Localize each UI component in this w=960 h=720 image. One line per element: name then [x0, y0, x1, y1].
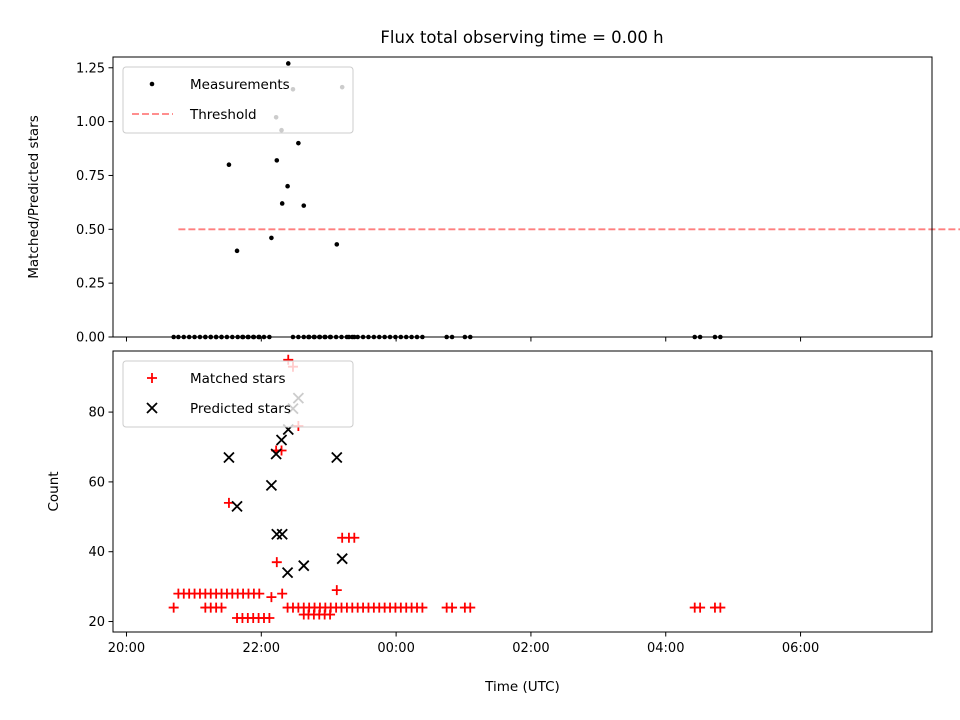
legend-label: Measurements	[190, 77, 290, 93]
matched-star-point	[349, 532, 360, 543]
measurement-point	[279, 201, 285, 206]
matched-star-point	[325, 609, 336, 620]
plot-frame	[112, 350, 933, 633]
predicted-star-point	[276, 528, 288, 540]
legend-marker-predicted	[146, 402, 158, 414]
matched-star-point	[276, 445, 287, 456]
x-tick-label: 02:00	[512, 641, 549, 656]
matched-star-point	[331, 585, 342, 596]
matched-star-point	[277, 588, 288, 599]
y-tick-label: 0.50	[76, 223, 105, 238]
legend: Matched stars Predicted stars	[122, 360, 354, 428]
x-axis-label: Time (UTC)	[484, 679, 560, 695]
predicted-star-point	[231, 500, 243, 512]
predicted-star-point	[336, 553, 348, 565]
matched-star-point	[271, 557, 282, 568]
y-axis-label: Count	[46, 471, 62, 511]
predicted-star-point	[270, 448, 282, 460]
y-tick-label: 80	[88, 406, 105, 421]
legend-label: Threshold	[189, 107, 257, 123]
predicted-star-point	[298, 560, 310, 572]
y-tick-label: 20	[88, 615, 105, 630]
chart-title: Flux total observing time = 0.00 h	[380, 28, 663, 47]
x-tick-label: 22:00	[243, 641, 280, 656]
measurement-point	[285, 183, 290, 189]
y-tick-label: 60	[88, 475, 105, 490]
y-tick-label: 40	[88, 545, 105, 560]
y-tick-label: 1.00	[76, 115, 105, 130]
predicted-star-point	[331, 451, 343, 464]
x-tick-label: 04:00	[647, 641, 684, 656]
measurement-point	[301, 203, 307, 208]
matched-star-point	[447, 602, 458, 613]
legend-box	[122, 66, 354, 134]
predicted-star-point	[275, 434, 288, 446]
predicted-star-point	[223, 451, 235, 464]
legend: Measurements Threshold	[122, 66, 354, 134]
matched-star-point	[254, 588, 265, 599]
matched-star-point	[264, 613, 275, 624]
y-tick-label: 0.00	[76, 331, 105, 346]
legend-marker-matched	[147, 373, 157, 383]
y-tick-label: 1.25	[76, 61, 105, 76]
y-axis-label: Matched/Predicted stars	[26, 115, 42, 278]
series-matched-stars	[168, 354, 726, 624]
measurement-point	[334, 242, 340, 247]
x-tick-label: 00:00	[377, 641, 414, 656]
matched-star-point	[168, 602, 179, 613]
legend-label: Predicted stars	[190, 401, 291, 417]
measurement-point	[274, 158, 280, 163]
predicted-star-point	[265, 479, 278, 492]
measurement-point	[226, 162, 232, 167]
legend-box	[122, 360, 354, 428]
legend-marker-measurements	[149, 81, 155, 87]
top-panel: 0.00 0.25 0.50 0.75 1.00 1.25 Matched/Predicte…	[26, 56, 960, 346]
measurement-point	[234, 248, 240, 254]
matched-star-point	[715, 602, 726, 613]
legend-label: Matched stars	[190, 371, 286, 387]
plot-frame	[112, 56, 933, 338]
x-tick-label: 06:00	[782, 641, 819, 656]
matched-star-point	[695, 602, 706, 613]
x-tick-label: 20:00	[108, 641, 145, 656]
matched-star-point	[417, 602, 428, 613]
matched-star-point	[465, 602, 476, 613]
matched-star-point	[216, 602, 227, 613]
measurement-point	[285, 61, 291, 66]
predicted-star-point	[271, 528, 283, 540]
matched-star-point	[266, 592, 277, 603]
bottom-panel: 20:00 22:00 00:00 02:00 04:00 06:00 20 40 60 80 Co…	[46, 350, 933, 695]
predicted-star-point	[281, 567, 294, 579]
measurement-point	[269, 235, 274, 241]
y-tick-label: 0.75	[76, 169, 105, 184]
measurement-point	[296, 140, 301, 146]
y-tick-label: 0.25	[76, 277, 105, 292]
